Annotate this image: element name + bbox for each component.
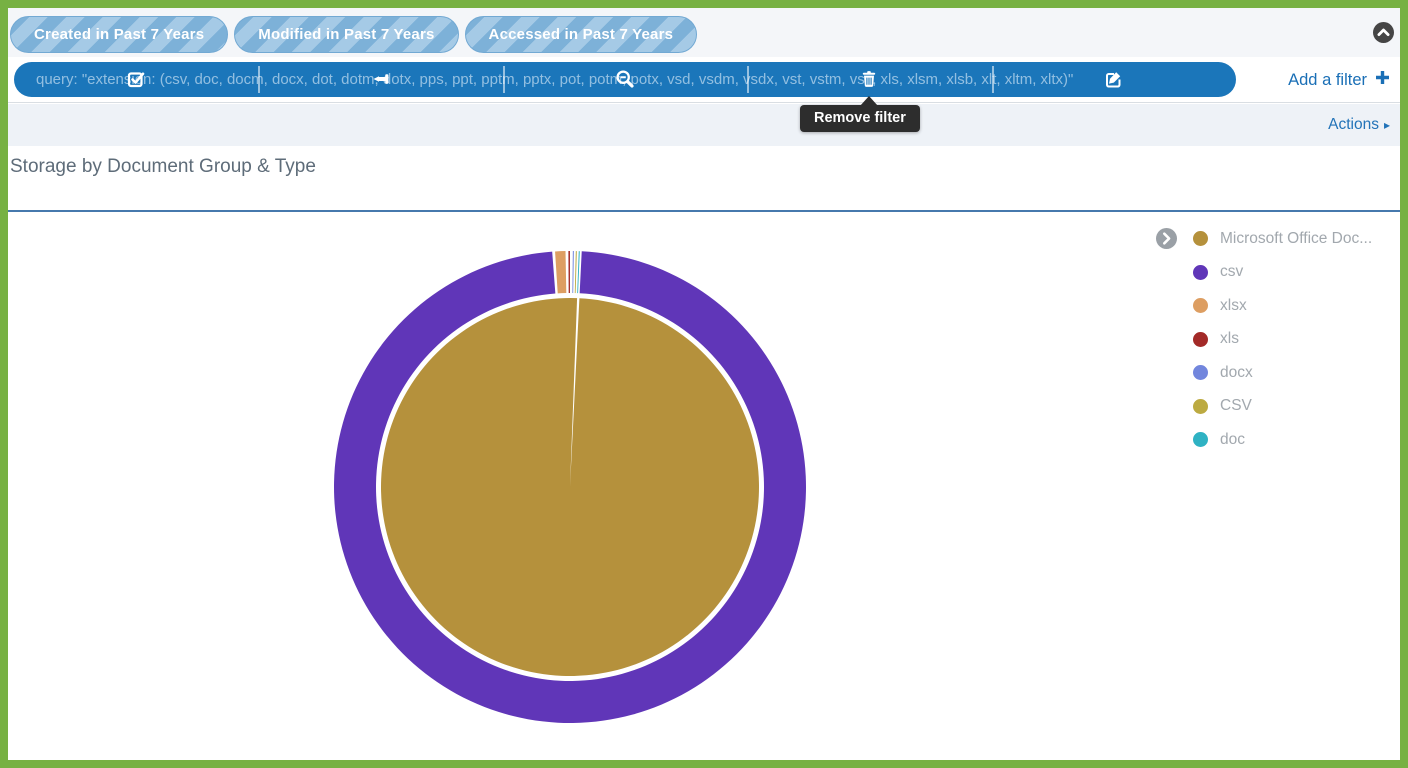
panel-divider [8,210,1400,212]
legend-item[interactable]: CSV [1193,390,1372,424]
remove-filter-tooltip: Remove filter [800,96,920,132]
actions-bar: Actions ▸ [8,104,1400,146]
query-zone-divider [992,66,994,93]
query-row: query: "extension: (csv, doc, docm, docx… [8,57,1400,103]
legend-item[interactable]: csv [1193,256,1372,290]
filter-pill-accessed[interactable]: Accessed in Past 7 Years [464,16,698,53]
legend-swatch [1193,398,1208,414]
expand-legend-icon[interactable] [1156,228,1177,249]
add-filter-label: Add a filter [1288,70,1367,89]
legend-item[interactable]: docx [1193,356,1372,390]
trash-icon[interactable] [859,69,879,89]
pin-icon[interactable] [371,69,391,89]
legend-swatch [1193,331,1208,347]
legend-label: doc [1220,430,1245,448]
actions-label: Actions [1328,116,1379,133]
legend-swatch [1193,231,1208,247]
sunburst-chart[interactable] [8,212,1400,760]
sunburst-segment-xls[interactable] [568,251,570,294]
query-zone-divider [747,66,749,93]
query-zone-divider [258,66,260,93]
filter-pill-bar: Created in Past 7 Years Modified in Past… [8,8,1400,57]
chart-area [8,212,1400,760]
filter-pill-created[interactable]: Created in Past 7 Years [10,16,229,53]
legend-item[interactable]: Microsoft Office Doc... [1193,222,1372,256]
legend-label: Microsoft Office Doc... [1220,229,1373,247]
sunburst-segment-xlsx[interactable] [555,251,567,294]
legend-swatch [1193,298,1208,314]
checkbox-icon[interactable] [126,69,146,89]
sunburst-segment-doc[interactable] [577,251,580,294]
legend-item[interactable]: xlsx [1193,289,1372,323]
sunburst-segment-CSV[interactable] [574,251,577,294]
add-filter-button[interactable]: Add a filter [1288,68,1390,92]
query-text: query: "extension: (csv, doc, docm, docx… [36,71,1074,88]
filter-pill-row: Created in Past 7 Years Modified in Past… [10,16,698,53]
sunburst-segment-Microsoft Office Doc...[interactable] [380,298,759,676]
sunburst-segment-docx[interactable] [572,251,574,294]
zoom-out-icon[interactable] [615,69,635,89]
legend-item[interactable]: doc [1193,423,1372,457]
caret-right-icon: ▸ [1383,118,1390,132]
query-zone-divider [503,66,505,93]
legend-label: CSV [1220,397,1252,415]
edit-icon[interactable] [1104,69,1124,89]
filter-pill-modified[interactable]: Modified in Past 7 Years [234,16,459,53]
legend-swatch [1193,365,1208,381]
page-title: Storage by Document Group & Type [10,156,316,177]
actions-menu-button[interactable]: Actions ▸ [1328,104,1390,146]
tooltip-text: Remove filter [814,110,906,126]
legend-swatch [1193,264,1208,280]
legend-swatch [1193,432,1208,448]
legend-item[interactable]: xls [1193,323,1372,357]
chevron-up-circle-icon[interactable] [1373,22,1394,43]
legend-label: xls [1220,330,1239,348]
plus-icon [1375,70,1390,90]
legend-label: xlsx [1220,296,1247,314]
chart-legend: Microsoft Office Doc... csv xlsx xls doc… [1156,222,1372,457]
query-filter-pill[interactable]: query: "extension: (csv, doc, docm, docx… [14,62,1236,97]
legend-label: docx [1220,363,1253,381]
legend-label: csv [1220,263,1244,281]
